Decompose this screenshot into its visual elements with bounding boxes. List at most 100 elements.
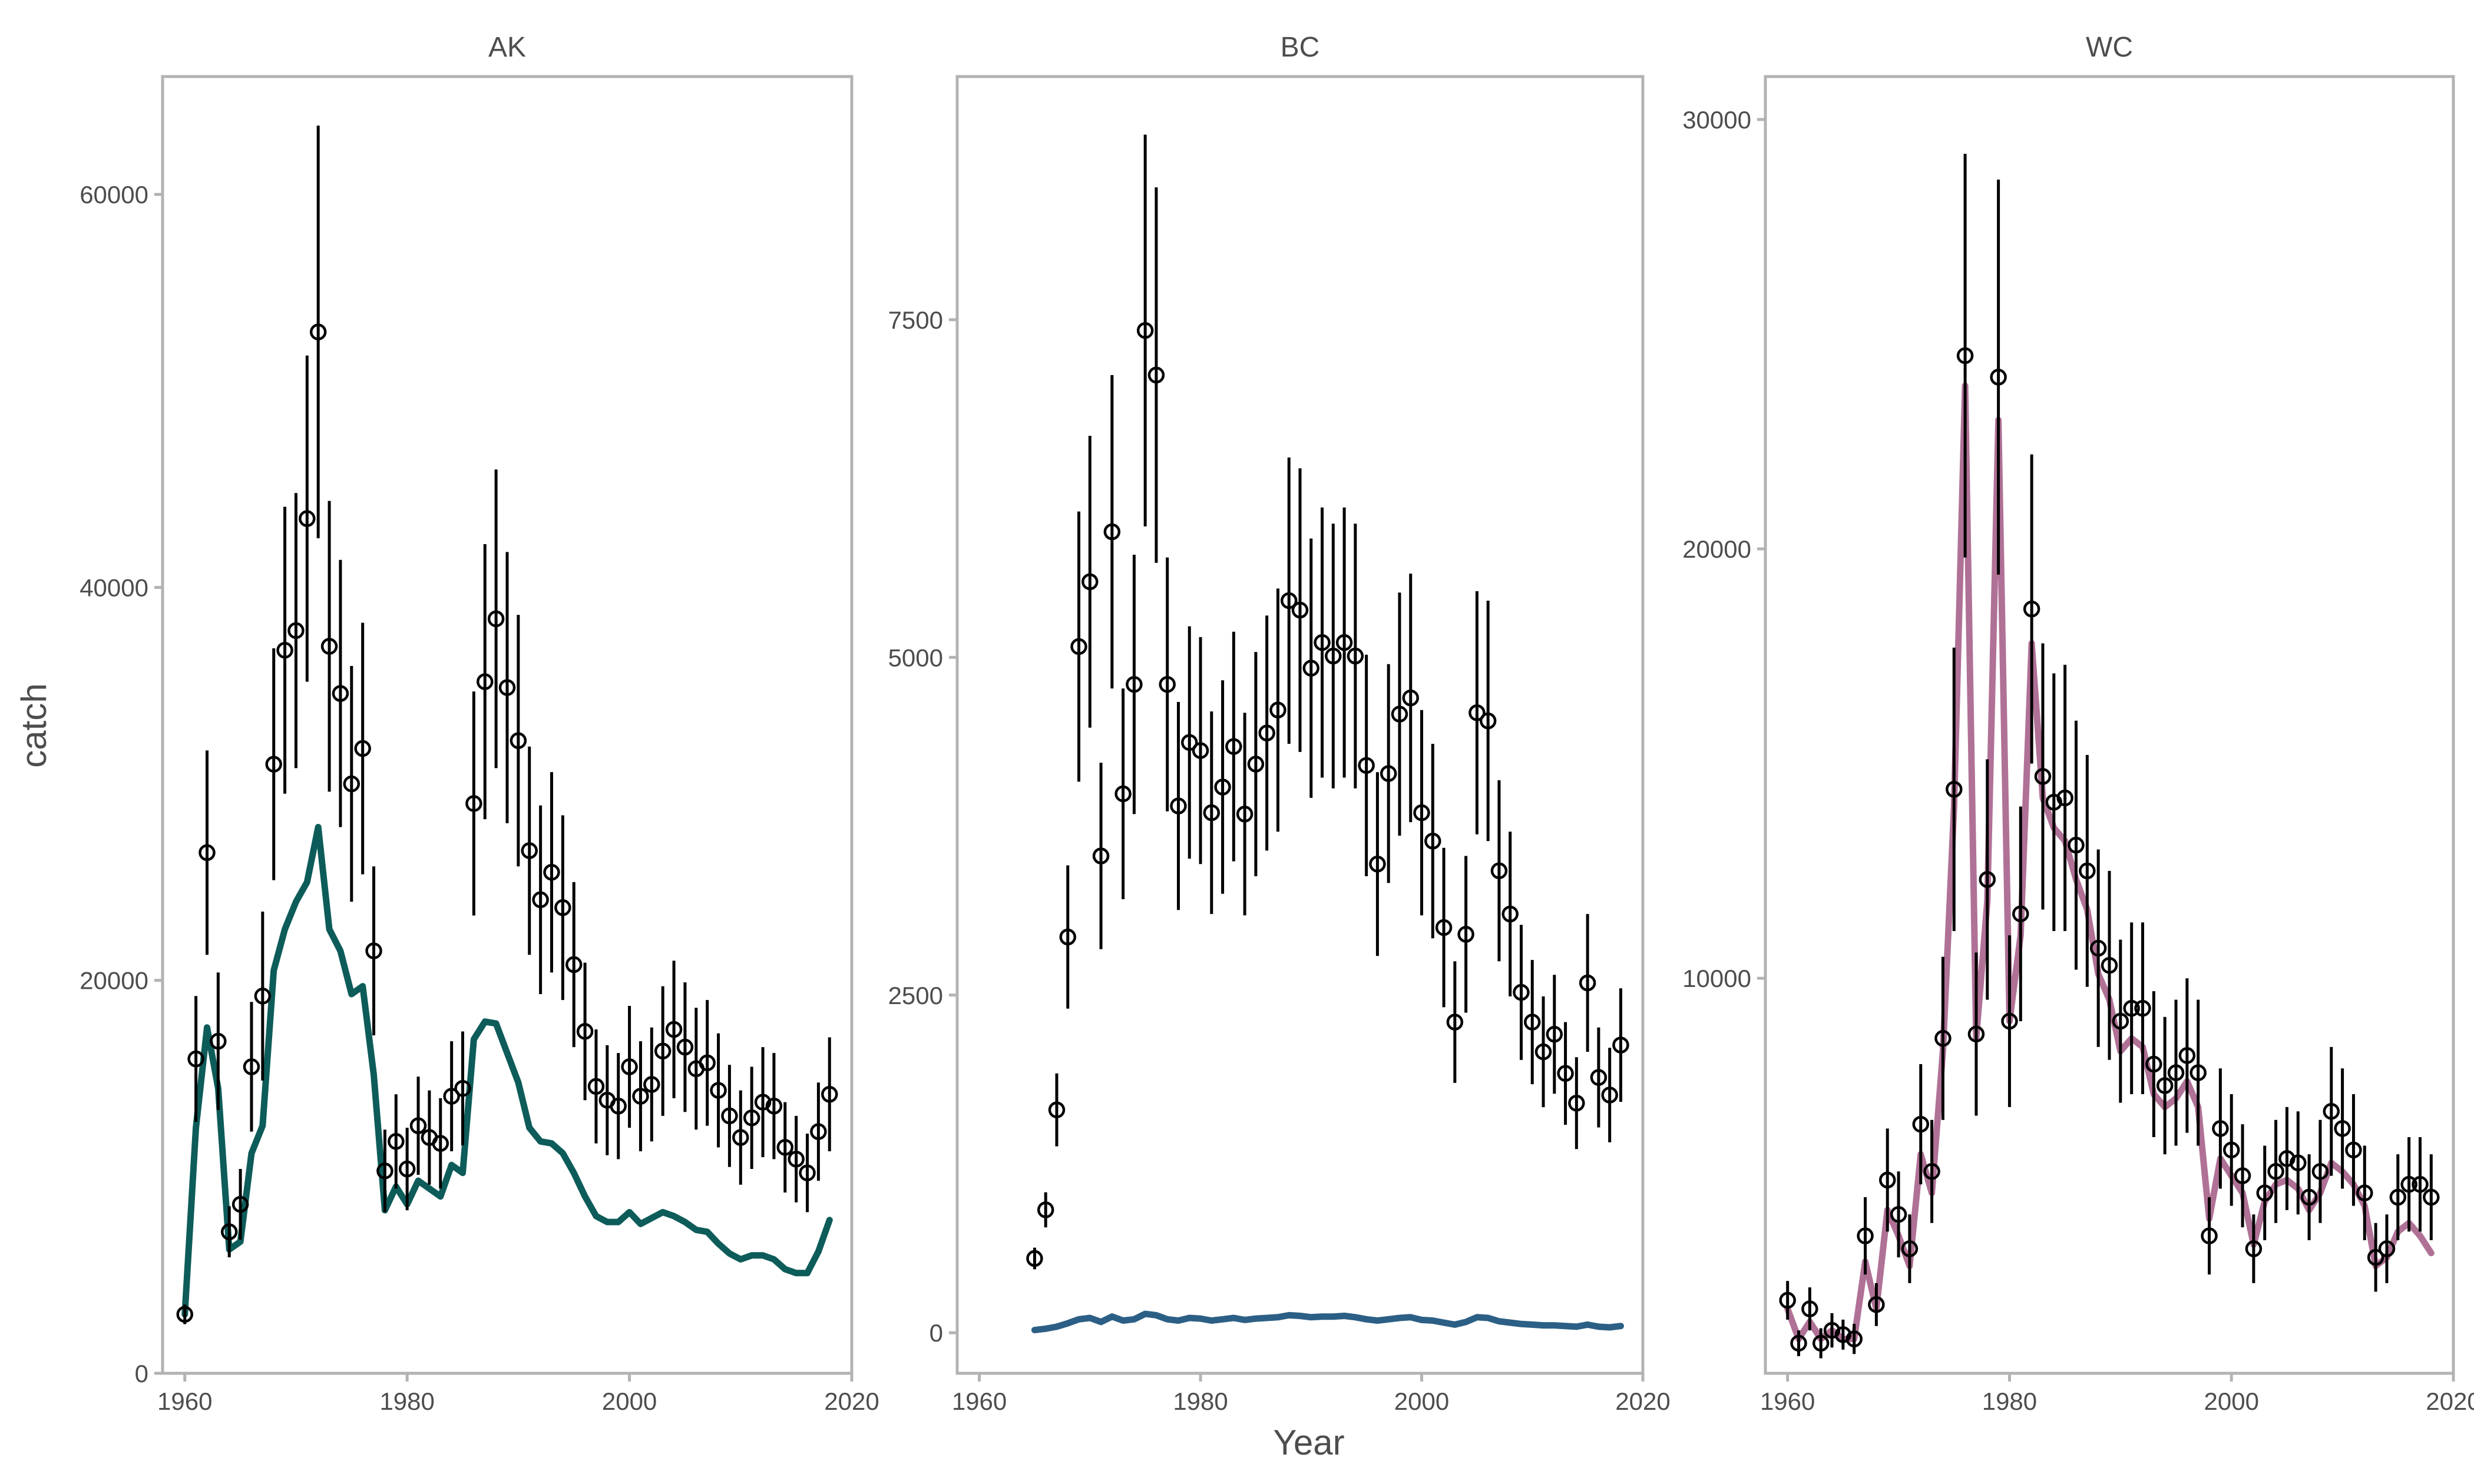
- observed-point-wc-1980: [2001, 1012, 2018, 1030]
- observed-point-bc-1969: [1070, 638, 1087, 655]
- panel-bc: 1960 1980 2000 2020 0 2500 5000 7500: [888, 134, 1671, 1415]
- observed-point-wc-1988: [2089, 939, 2107, 957]
- observed-point-ak-1963: [210, 1032, 227, 1050]
- observed-point-bc-2002: [1435, 919, 1453, 936]
- observed-point-wc-1968: [1868, 1296, 1885, 1313]
- observed-point-ak-2005: [676, 1038, 694, 1056]
- y-tick-label-ak-20000: 20000: [80, 967, 148, 995]
- observed-point-ak-1971: [299, 510, 316, 527]
- observed-point-bc-1965: [1026, 1250, 1043, 1267]
- observed-point-wc-1999: [2212, 1120, 2229, 1137]
- panel-frame-wc: [1764, 75, 2455, 1375]
- observed-point-ak-1974: [332, 685, 349, 702]
- observed-point-ak-1962: [199, 844, 216, 862]
- y-axis-title: catch: [14, 683, 54, 767]
- observed-point-wc-1963: [1812, 1334, 1830, 1352]
- observed-point-wc-1979: [1990, 369, 2007, 386]
- observed-point-bc-1974: [1126, 675, 1143, 693]
- observed-point-wc-1978: [1979, 871, 1996, 888]
- observed-point-wc-1971: [1901, 1240, 1919, 1257]
- x-tick-label-bc-2020: 2020: [1615, 1387, 1670, 1415]
- observed-point-bc-2014: [1568, 1095, 1585, 1112]
- observed-point-ak-1973: [320, 638, 338, 655]
- observed-point-wc-2008: [2311, 1163, 2329, 1180]
- observed-point-wc-1975: [1946, 781, 1963, 798]
- observed-point-ak-2013: [765, 1098, 783, 1115]
- observed-point-bc-1993: [1335, 634, 1353, 651]
- observed-point-bc-1980: [1192, 742, 1209, 759]
- observed-point-bc-1990: [1302, 660, 1320, 677]
- observed-point-wc-2012: [2356, 1184, 2373, 1202]
- observed-point-bc-1973: [1114, 785, 1132, 803]
- observed-point-ak-1985: [454, 1079, 471, 1097]
- observed-point-ak-2010: [732, 1129, 749, 1146]
- observed-point-bc-2000: [1413, 804, 1430, 822]
- observed-point-ak-2009: [721, 1107, 738, 1125]
- observed-point-bc-1997: [1380, 765, 1397, 782]
- observed-point-wc-2002: [2245, 1240, 2263, 1257]
- observed-point-ak-2016: [799, 1164, 816, 1181]
- observed-point-bc-2016: [1590, 1069, 1608, 1086]
- observed-point-ak-2002: [643, 1076, 660, 1093]
- observed-point-bc-1971: [1092, 847, 1110, 864]
- observed-point-wc-1995: [2167, 1064, 2185, 1081]
- observed-point-ak-1984: [443, 1088, 460, 1105]
- panel-wc: 1960 1980 2000 2020 10000 20000 30000: [1682, 106, 2474, 1415]
- observed-point-bc-1976: [1147, 366, 1165, 384]
- observed-point-bc-1972: [1103, 523, 1121, 541]
- observed-point-bc-1978: [1170, 797, 1187, 814]
- observed-point-ak-1970: [287, 622, 305, 640]
- observed-point-bc-1986: [1258, 724, 1275, 742]
- y-tick-label-bc-2500: 2500: [888, 982, 943, 1009]
- observed-point-ak-1988: [487, 610, 505, 628]
- observed-point-ak-1980: [398, 1160, 416, 1178]
- x-tick-label-bc-1980: 1980: [1173, 1387, 1228, 1415]
- observed-point-bc-1979: [1181, 734, 1198, 751]
- observed-point-ak-2017: [810, 1123, 827, 1140]
- observed-point-wc-1977: [1967, 1025, 1985, 1043]
- observed-point-wc-1966: [1845, 1330, 1863, 1347]
- observed-point-bc-1970: [1081, 573, 1099, 591]
- observed-point-ak-1964: [220, 1223, 238, 1241]
- observed-point-ak-1997: [587, 1078, 605, 1095]
- y-tick-label-ak-0: 0: [135, 1360, 148, 1387]
- observed-point-bc-1994: [1347, 647, 1364, 665]
- observed-point-bc-1991: [1314, 634, 1331, 651]
- observed-point-wc-1985: [2056, 789, 2073, 807]
- observed-point-bc-1999: [1402, 689, 1419, 707]
- observed-point-ak-1987: [477, 673, 494, 690]
- observed-point-bc-2007: [1490, 862, 1508, 879]
- observed-point-ak-2015: [788, 1151, 805, 1168]
- panel-frame-ak: [161, 75, 854, 1375]
- observed-point-bc-1987: [1269, 701, 1286, 719]
- observed-point-wc-2003: [2256, 1184, 2273, 1202]
- observed-point-ak-1975: [343, 775, 360, 793]
- observed-point-ak-1961: [187, 1050, 204, 1068]
- observed-point-bc-1996: [1369, 856, 1386, 873]
- observed-point-wc-1962: [1801, 1300, 1818, 1317]
- observed-point-wc-1967: [1857, 1227, 1874, 1244]
- observed-point-wc-1982: [2023, 600, 2040, 618]
- observed-point-ak-1978: [376, 1162, 393, 1180]
- observed-point-bc-2015: [1579, 974, 1596, 992]
- observed-point-bc-2018: [1612, 1036, 1629, 1054]
- observed-point-wc-1991: [2123, 999, 2140, 1017]
- observed-point-wc-2007: [2300, 1188, 2318, 1206]
- observed-point-ak-1983: [432, 1135, 449, 1152]
- x-tick-label-wc-2000: 2000: [2204, 1387, 2259, 1415]
- observed-point-bc-2006: [1479, 712, 1497, 730]
- observed-point-ak-1989: [498, 679, 516, 696]
- observed-point-wc-1974: [1934, 1030, 1952, 1047]
- x-tick-label-ak-2000: 2000: [602, 1387, 657, 1415]
- fitted-line-bc: [1031, 1310, 1624, 1334]
- x-tick-label-wc-1980: 1980: [1982, 1387, 2037, 1415]
- observed-point-bc-1989: [1291, 601, 1309, 619]
- observed-point-wc-2001: [2234, 1167, 2251, 1184]
- y-tick-label-wc-30000: 30000: [1682, 106, 1751, 134]
- observed-point-wc-1990: [2112, 1012, 2129, 1030]
- observed-point-bc-2013: [1557, 1065, 1574, 1082]
- observed-point-ak-2008: [710, 1082, 727, 1099]
- observed-point-bc-1981: [1203, 804, 1221, 822]
- x-tick-label-ak-1980: 1980: [379, 1387, 434, 1415]
- observed-point-bc-1998: [1391, 705, 1408, 723]
